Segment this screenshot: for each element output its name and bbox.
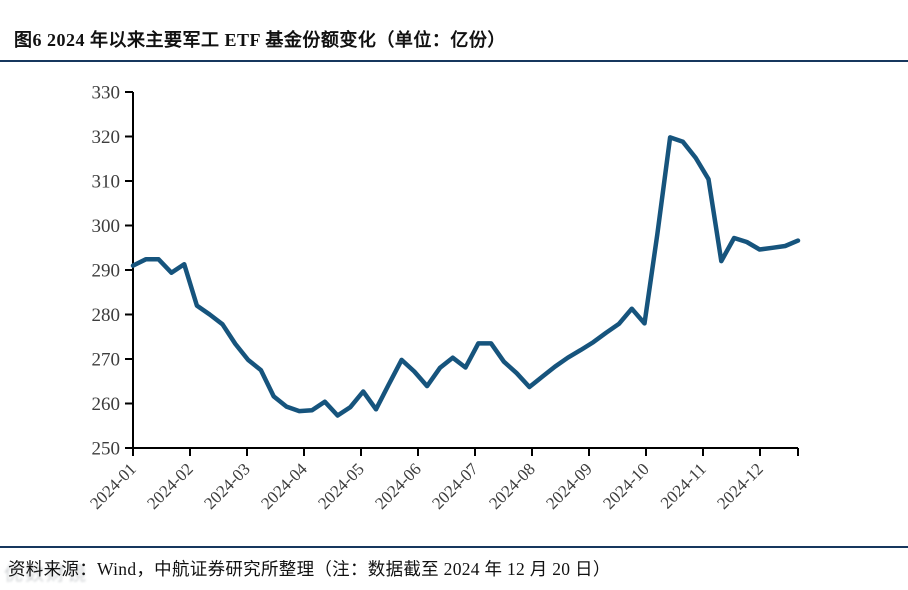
- footer-divider: [0, 546, 908, 548]
- x-tick-label: 2024-03: [200, 459, 254, 513]
- y-tick-label: 300: [92, 216, 121, 237]
- y-tick-label: 260: [92, 394, 121, 415]
- x-tick-label: 2024-07: [428, 459, 482, 513]
- y-tick-label: 280: [92, 305, 121, 326]
- x-tick-label: 2024-05: [314, 459, 368, 513]
- y-tick-label: 330: [92, 83, 121, 104]
- y-tick-label: 270: [92, 350, 121, 371]
- x-tick-label: 2024-01: [86, 459, 140, 513]
- source-note: 资料来源：Wind，中航证券研究所整理（注：数据截至 2024 年 12 月 2…: [8, 559, 611, 579]
- x-tick-label: 2024-09: [542, 459, 596, 513]
- x-tick-label: 2024-12: [713, 459, 767, 513]
- y-tick-label: 320: [92, 127, 121, 148]
- x-tick-label: 2024-06: [371, 459, 425, 513]
- y-tick-label: 290: [92, 261, 121, 282]
- x-tick-label: 2024-11: [657, 459, 710, 512]
- y-tick-label: 310: [92, 172, 121, 193]
- x-tick-label: 2024-04: [257, 459, 311, 513]
- title-divider: [0, 60, 908, 62]
- watermark: 优数财镜: [4, 564, 89, 585]
- series-line: [130, 135, 801, 418]
- x-tick-label: 2024-02: [143, 459, 197, 513]
- y-tick-label: 250: [92, 439, 121, 460]
- x-tick-label: 2024-08: [485, 459, 539, 513]
- x-tick-label: 2024-10: [599, 459, 653, 513]
- figure-title: 图6 2024 年以来主要军工 ETF 基金份额变化（单位：亿份）: [14, 30, 506, 50]
